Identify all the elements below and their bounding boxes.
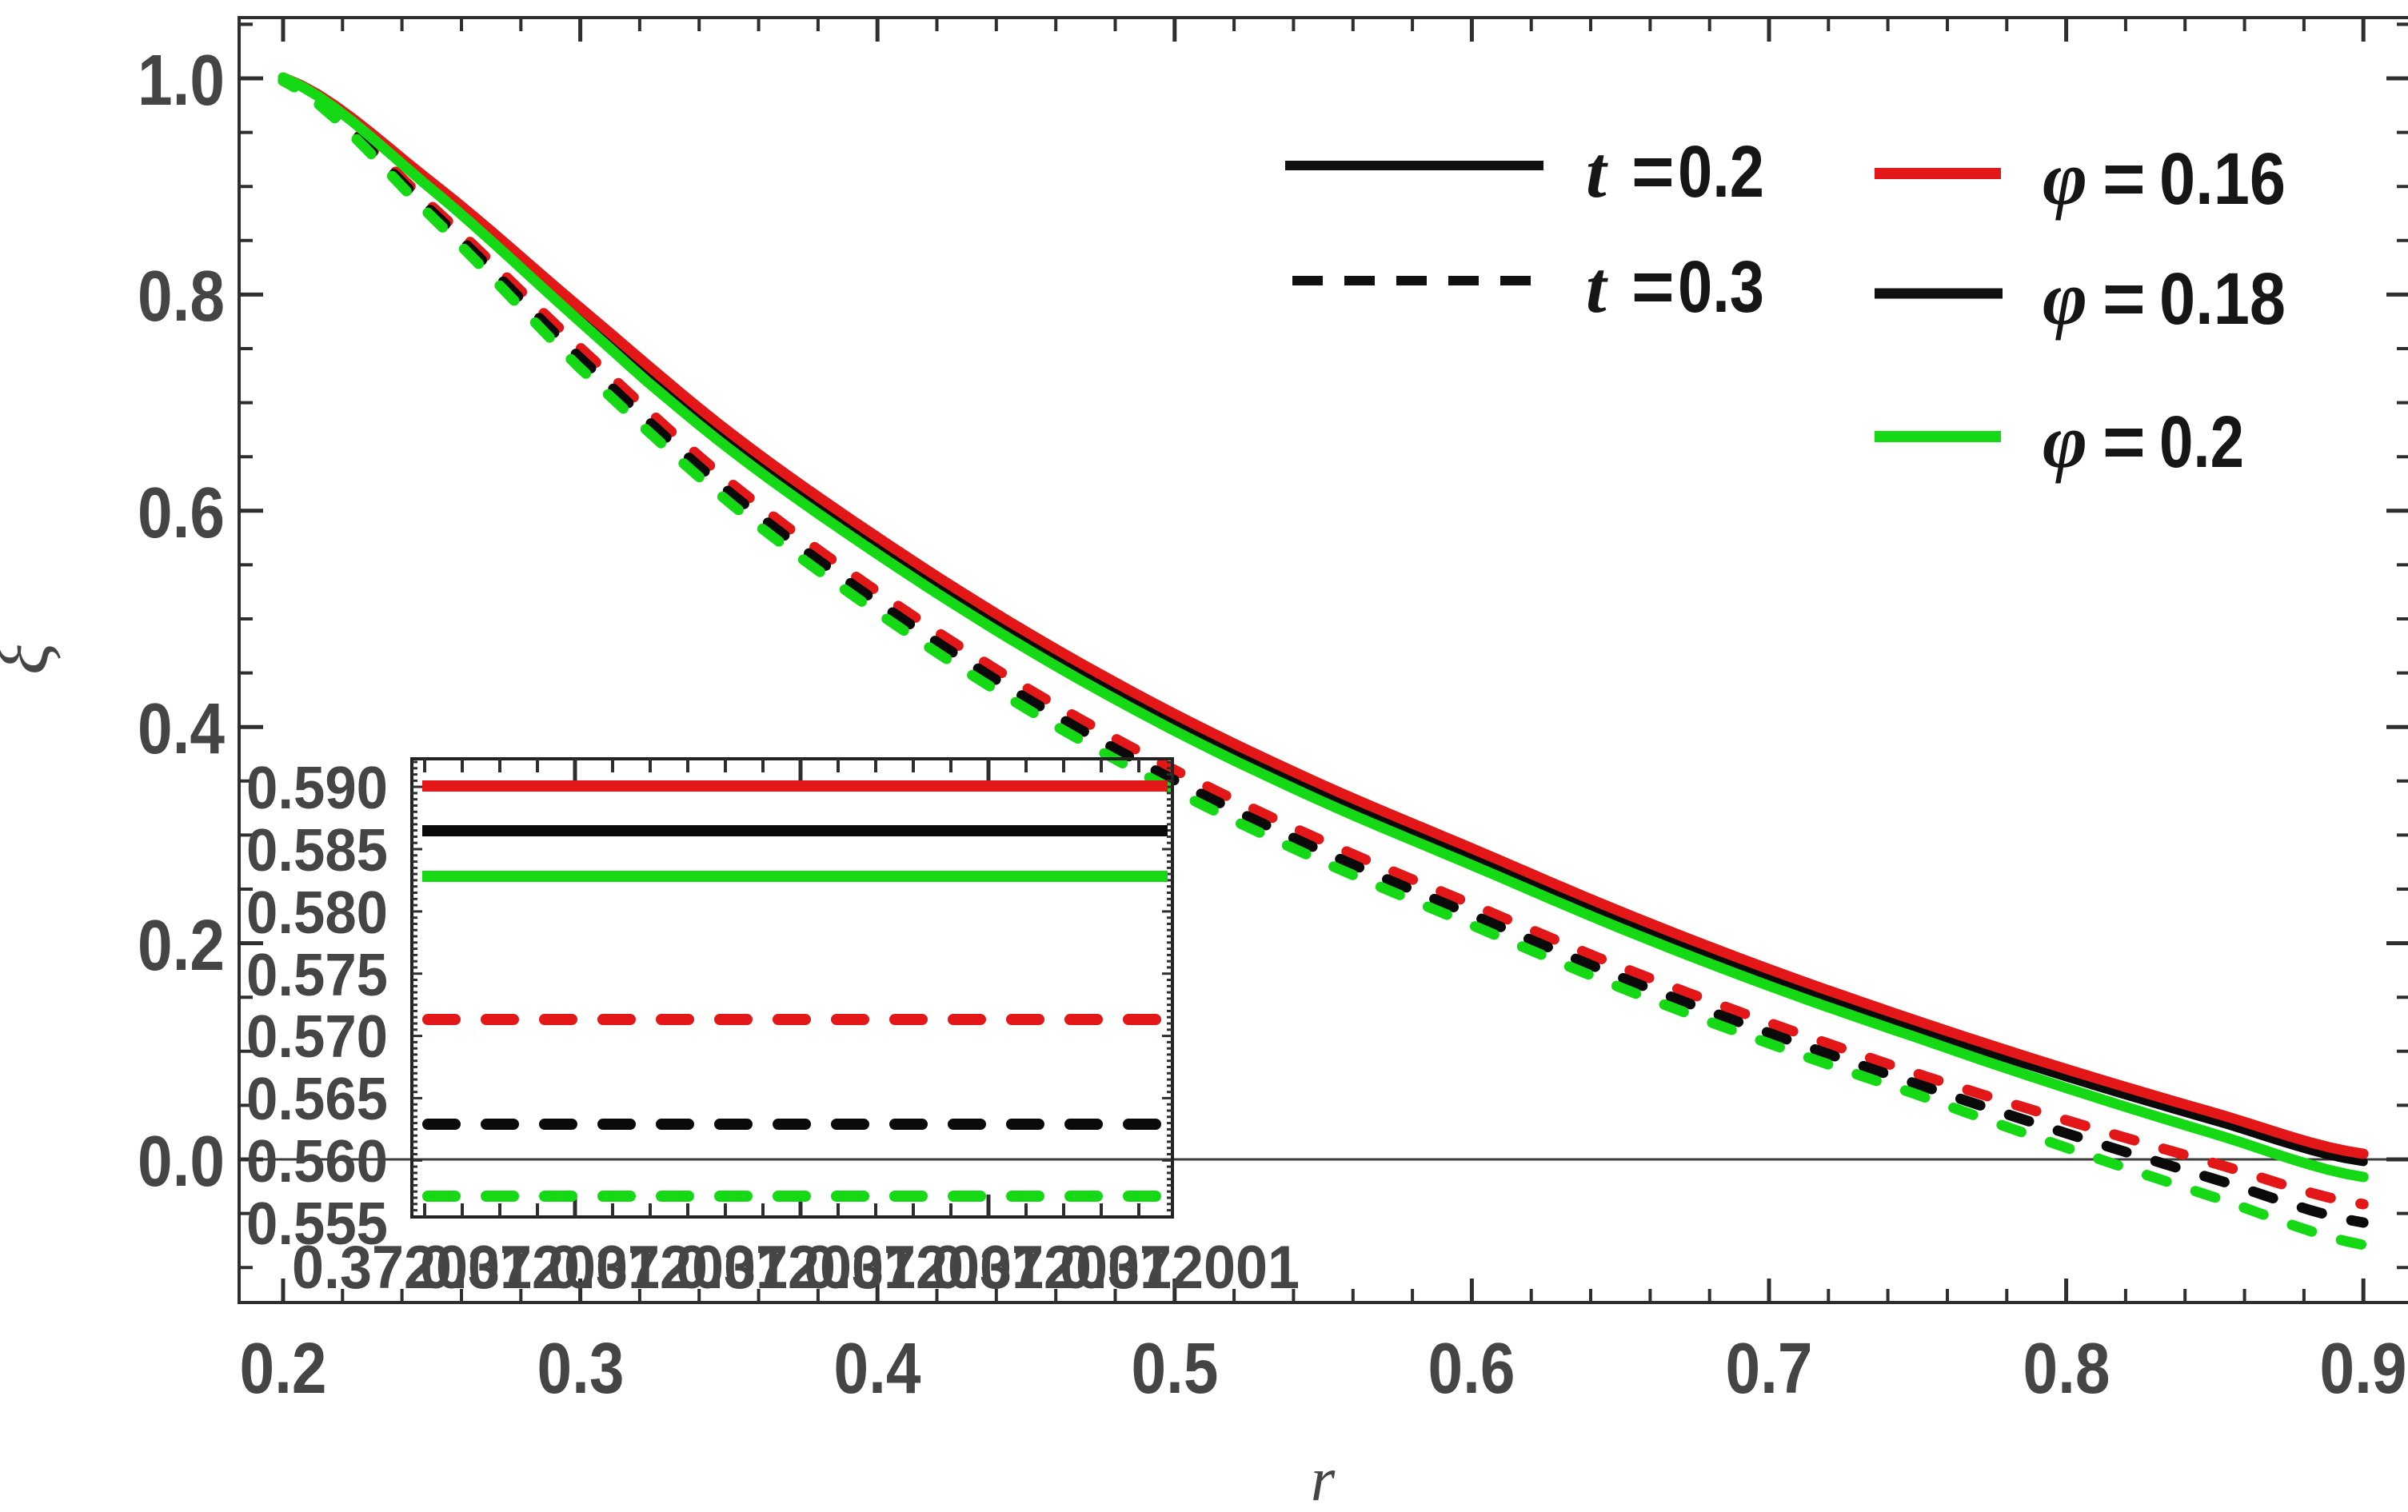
svg-text:0.16: 0.16: [2159, 138, 2286, 220]
svg-text:0.4: 0.4: [834, 1329, 921, 1409]
svg-text:0.565: 0.565: [246, 1065, 388, 1132]
svg-text:0.372001: 0.372001: [292, 1234, 532, 1302]
svg-text:0.2: 0.2: [1678, 131, 1764, 213]
svg-text:=: =: [1631, 131, 1675, 213]
svg-text:0.8: 0.8: [138, 257, 225, 337]
svg-text:0.372001: 0.372001: [1060, 1234, 1300, 1302]
svg-text:0.580: 0.580: [246, 879, 388, 946]
svg-text:0.3: 0.3: [537, 1329, 625, 1409]
svg-text:r: r: [1311, 1444, 1336, 1512]
svg-text:φ: φ: [2043, 255, 2087, 341]
svg-text:0.560: 0.560: [246, 1127, 388, 1195]
svg-text:0.372001: 0.372001: [804, 1234, 1044, 1302]
svg-text:0.9: 0.9: [2320, 1329, 2407, 1409]
svg-text:0.372001: 0.372001: [420, 1234, 660, 1302]
svg-text:0.2: 0.2: [138, 906, 225, 986]
svg-text:0.6: 0.6: [1428, 1329, 1515, 1409]
svg-text:0.372001: 0.372001: [932, 1234, 1172, 1302]
svg-text:0.2: 0.2: [2159, 401, 2244, 483]
svg-text:0.372001: 0.372001: [548, 1234, 788, 1302]
svg-text:t: t: [1586, 246, 1608, 328]
svg-text:0.555: 0.555: [246, 1190, 388, 1257]
svg-text:0.575: 0.575: [246, 941, 388, 1008]
svg-text:1.0: 1.0: [138, 41, 225, 121]
svg-text:=: =: [2103, 258, 2146, 340]
svg-text:0.6: 0.6: [138, 473, 225, 553]
svg-text:0.585: 0.585: [246, 816, 388, 884]
svg-text:φ: φ: [2043, 135, 2087, 221]
svg-text:0.8: 0.8: [2023, 1329, 2110, 1409]
svg-text:0.372001: 0.372001: [676, 1234, 916, 1302]
svg-text:0.5: 0.5: [1132, 1329, 1219, 1409]
svg-text:=: =: [2103, 401, 2146, 483]
svg-text:0.4: 0.4: [138, 689, 225, 769]
svg-text:ξ: ξ: [0, 642, 64, 675]
svg-text:=: =: [1631, 246, 1675, 328]
svg-text:0.2: 0.2: [240, 1329, 327, 1409]
svg-text:0.590: 0.590: [246, 754, 388, 821]
svg-text:0.7: 0.7: [1726, 1329, 1813, 1409]
svg-text:0.570: 0.570: [246, 1003, 388, 1070]
svg-text:φ: φ: [2043, 398, 2087, 484]
svg-text:t: t: [1586, 131, 1608, 213]
svg-text:0.18: 0.18: [2159, 258, 2286, 340]
svg-text:0.0: 0.0: [138, 1122, 225, 1202]
svg-text:0.3: 0.3: [1678, 246, 1764, 328]
svg-text:=: =: [2103, 138, 2146, 220]
